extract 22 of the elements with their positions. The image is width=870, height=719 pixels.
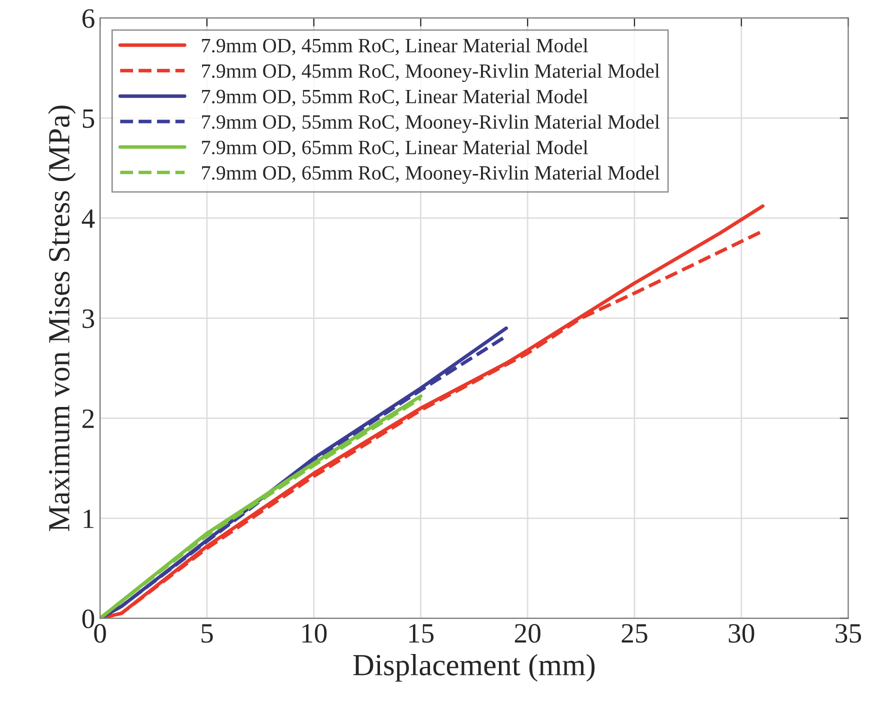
- legend-label: 7.9mm OD, 45mm RoC, Mooney-Rivlin Material Model: [202, 64, 660, 82]
- y-tick-label: 3: [82, 309, 94, 328]
- x-tick-label: 35: [836, 624, 862, 643]
- y-axis-title: Maximum von Mises Stress (MPa): [48, 106, 76, 532]
- legend-label: 7.9mm OD, 65mm RoC, Linear Material Model: [202, 140, 588, 158]
- x-tick-label: 10: [302, 624, 327, 643]
- y-tick-label: 4: [82, 209, 95, 228]
- y-tick-label: 6: [82, 9, 94, 28]
- legend-label: 7.9mm OD, 45mm RoC, Linear Material Model: [202, 38, 588, 56]
- x-axis-title: Displacement (mm): [353, 654, 595, 682]
- y-tick-label: 5: [82, 109, 94, 128]
- x-tick-label: 20: [514, 624, 540, 643]
- x-tick-label: 25: [622, 624, 648, 643]
- legend-label: 7.9mm OD, 65mm RoC, Mooney-Rivlin Material Model: [202, 166, 660, 184]
- x-tick-label: 15: [409, 624, 434, 643]
- legend-label: 7.9mm OD, 55mm RoC, Linear Material Model: [202, 89, 588, 106]
- y-tick-label: 2: [82, 409, 94, 428]
- y-tick-label: 1: [84, 510, 94, 528]
- y-tick-label: 0: [82, 610, 94, 628]
- x-tick-label: 5: [202, 624, 213, 643]
- legend-label: 7.9mm OD, 55mm RoC, Mooney-Rivlin Material Model: [202, 114, 660, 133]
- x-tick-label: 30: [728, 624, 754, 643]
